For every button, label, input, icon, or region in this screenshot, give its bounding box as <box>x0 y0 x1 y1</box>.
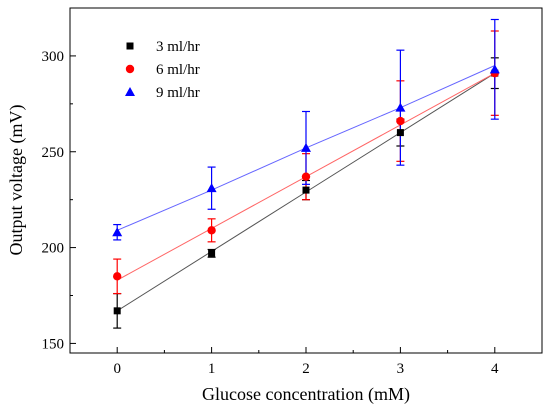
data-point-series-2 <box>207 226 216 235</box>
data-point-series-2 <box>396 116 405 126</box>
y-tick-label: 200 <box>42 241 65 257</box>
y-tick-label: 300 <box>42 49 65 65</box>
x-tick-label: 2 <box>302 361 310 377</box>
data-point-series-1 <box>396 129 404 137</box>
data-point-series-3 <box>395 102 406 112</box>
data-point-series-3 <box>301 142 311 152</box>
x-tick-label: 4 <box>491 361 499 377</box>
data-point-series-3 <box>489 64 500 74</box>
legend-label: 3 ml/hr <box>156 39 200 55</box>
legend: 3 ml/hr 6 ml/hr 9 ml/hr <box>125 39 200 101</box>
y-axis-title: Output voltage (mV) <box>6 105 27 256</box>
y-axis-ticks: 150 200 250 300 <box>42 49 76 352</box>
legend-label: 6 ml/hr <box>156 62 200 78</box>
data-point-series-1 <box>113 307 121 315</box>
data-point-series-1 <box>302 186 310 194</box>
legend-marker-1 <box>126 42 134 50</box>
data-point-series-3 <box>112 227 123 237</box>
data-point-series-1 <box>208 249 216 257</box>
x-tick-label: 3 <box>397 361 405 377</box>
x-axis-ticks: 0 1 2 3 4 <box>69 347 543 377</box>
legend-label: 9 ml/hr <box>156 85 200 101</box>
data-point-series-2 <box>301 172 311 181</box>
x-tick-label: 0 <box>113 361 121 377</box>
legend-marker-2 <box>125 64 135 74</box>
y-tick-label: 150 <box>42 336 65 352</box>
x-axis-title: Glucose concentration (mM) <box>202 384 410 405</box>
data-point-series-3 <box>206 183 217 193</box>
data-point-series-2 <box>113 272 122 281</box>
legend-marker-3 <box>125 87 135 96</box>
data-points <box>112 64 500 315</box>
y-tick-label: 250 <box>42 145 65 161</box>
x-tick-label: 1 <box>208 361 216 377</box>
